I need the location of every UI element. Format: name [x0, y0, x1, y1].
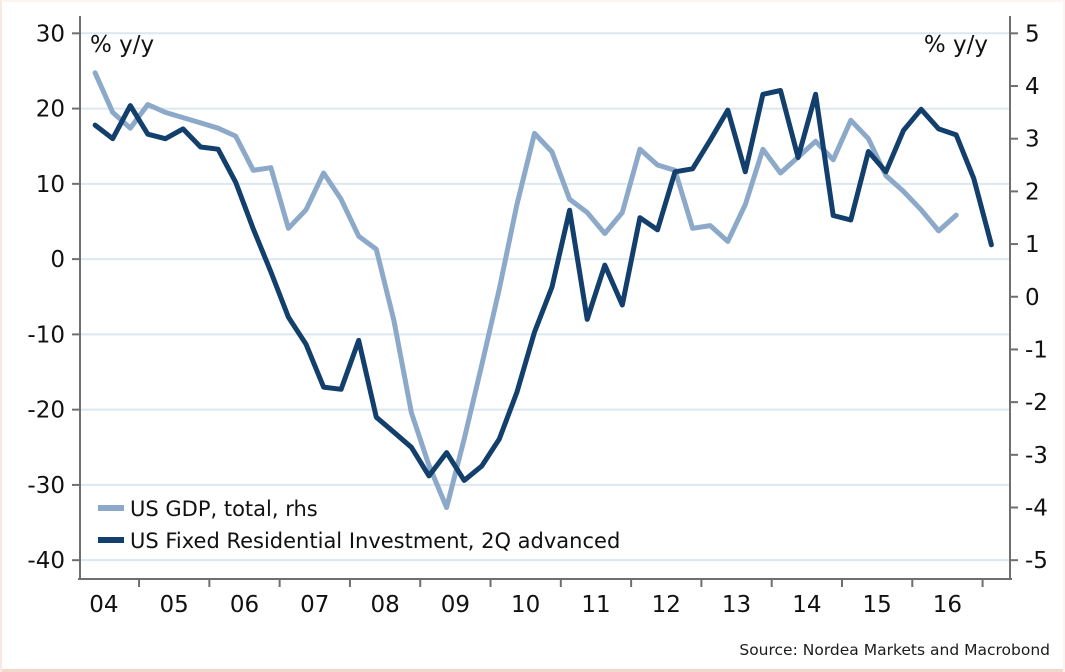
- x-tick-label: 06: [230, 592, 259, 618]
- bottom-border: [2, 669, 1063, 672]
- x-tick-label: 04: [89, 592, 118, 618]
- right-axis-unit-label: % y/y: [924, 32, 988, 58]
- left-tick-label: 30: [36, 21, 65, 47]
- x-tick-label: 10: [511, 592, 540, 618]
- x-tick-label: 05: [160, 592, 189, 618]
- right-tick-label: 3: [1025, 127, 1040, 153]
- right-tick-label: 1: [1025, 232, 1040, 258]
- axes: [72, 16, 1018, 587]
- right-tick-label: -5: [1025, 548, 1048, 574]
- right-tick-label: -2: [1025, 390, 1048, 416]
- x-tick-label: 08: [370, 592, 399, 618]
- series-lines: [92, 70, 994, 510]
- x-tick-label: 09: [441, 592, 470, 618]
- gdp-line: [92, 70, 959, 510]
- legend-label-gdp: US GDP, total, rhs: [130, 497, 318, 521]
- legend: US GDP, total, rhs US Fixed Residential …: [98, 497, 620, 553]
- left-tick-label: 0: [50, 247, 65, 273]
- x-tick-label: 13: [722, 592, 751, 618]
- x-tick-label: 14: [792, 592, 821, 618]
- right-tick-label: 0: [1025, 285, 1040, 311]
- right-tick-label: -3: [1025, 443, 1048, 469]
- gridlines: [80, 32, 1010, 562]
- x-tick-label: 11: [581, 592, 610, 618]
- left-tick-label: -10: [27, 322, 65, 348]
- source-note: Source: Nordea Markets and Macrobond: [739, 641, 1050, 659]
- x-tick-label: 15: [863, 592, 892, 618]
- x-tick-label: 16: [933, 592, 962, 618]
- right-tick-label: -1: [1025, 337, 1048, 363]
- left-tick-label: 20: [36, 97, 65, 123]
- x-tick-label: 12: [652, 592, 681, 618]
- right-tick-label: 4: [1025, 74, 1040, 100]
- right-tick-label: -4: [1025, 496, 1048, 522]
- left-tick-label: -40: [27, 548, 65, 574]
- left-tick-label: 10: [36, 172, 65, 198]
- left-tick-label: -30: [27, 473, 65, 499]
- right-tick-label: 5: [1025, 21, 1040, 47]
- investment-line: [92, 88, 994, 483]
- legend-label-investment: US Fixed Residential Investment, 2Q adva…: [130, 529, 620, 553]
- x-tick-label: 07: [300, 592, 329, 618]
- left-axis-unit-label: % y/y: [90, 32, 154, 58]
- left-tick-label: -20: [27, 398, 65, 424]
- right-tick-label: 2: [1025, 179, 1040, 205]
